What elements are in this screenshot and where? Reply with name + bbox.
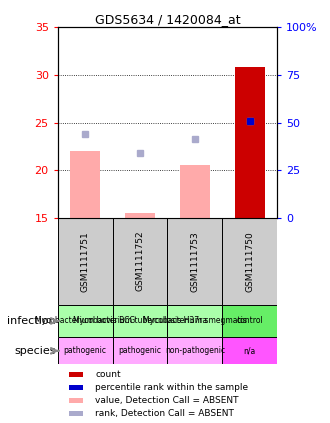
Text: Mycobacterium smegmatis: Mycobacterium smegmatis <box>143 316 247 325</box>
Bar <box>70 151 100 218</box>
Title: GDS5634 / 1420084_at: GDS5634 / 1420084_at <box>95 14 240 26</box>
Text: n/a: n/a <box>244 346 256 355</box>
Bar <box>58 218 113 305</box>
Bar <box>125 213 155 218</box>
Bar <box>113 305 168 337</box>
Bar <box>69 385 82 390</box>
Bar <box>168 305 222 337</box>
Text: percentile rank within the sample: percentile rank within the sample <box>95 383 248 392</box>
Bar <box>168 218 222 305</box>
Text: Mycobacterium bovis BCG: Mycobacterium bovis BCG <box>35 316 135 325</box>
Bar <box>222 305 277 337</box>
Bar <box>58 305 113 337</box>
Text: pathogenic: pathogenic <box>64 346 107 355</box>
Text: Mycobacterium tuberculosis H37ra: Mycobacterium tuberculosis H37ra <box>73 316 207 325</box>
Bar <box>168 337 222 365</box>
Bar <box>180 165 210 218</box>
Text: pathogenic: pathogenic <box>118 346 162 355</box>
Text: rank, Detection Call = ABSENT: rank, Detection Call = ABSENT <box>95 409 234 418</box>
Bar <box>113 218 168 305</box>
Bar <box>69 398 82 403</box>
Bar <box>235 67 265 218</box>
Bar <box>222 337 277 365</box>
Text: value, Detection Call = ABSENT: value, Detection Call = ABSENT <box>95 396 239 405</box>
Text: non-pathogenic: non-pathogenic <box>165 346 225 355</box>
Bar <box>222 218 277 305</box>
Text: GSM1111752: GSM1111752 <box>136 231 145 291</box>
Text: GSM1111751: GSM1111751 <box>81 231 90 291</box>
Bar <box>69 372 82 376</box>
Bar <box>58 337 113 365</box>
Text: GSM1111750: GSM1111750 <box>245 231 254 291</box>
Text: infection: infection <box>7 316 55 326</box>
Bar <box>113 337 168 365</box>
Bar <box>69 411 82 416</box>
Text: count: count <box>95 370 121 379</box>
Text: control: control <box>236 316 263 325</box>
Text: GSM1111753: GSM1111753 <box>190 231 199 291</box>
Text: species: species <box>14 346 55 356</box>
